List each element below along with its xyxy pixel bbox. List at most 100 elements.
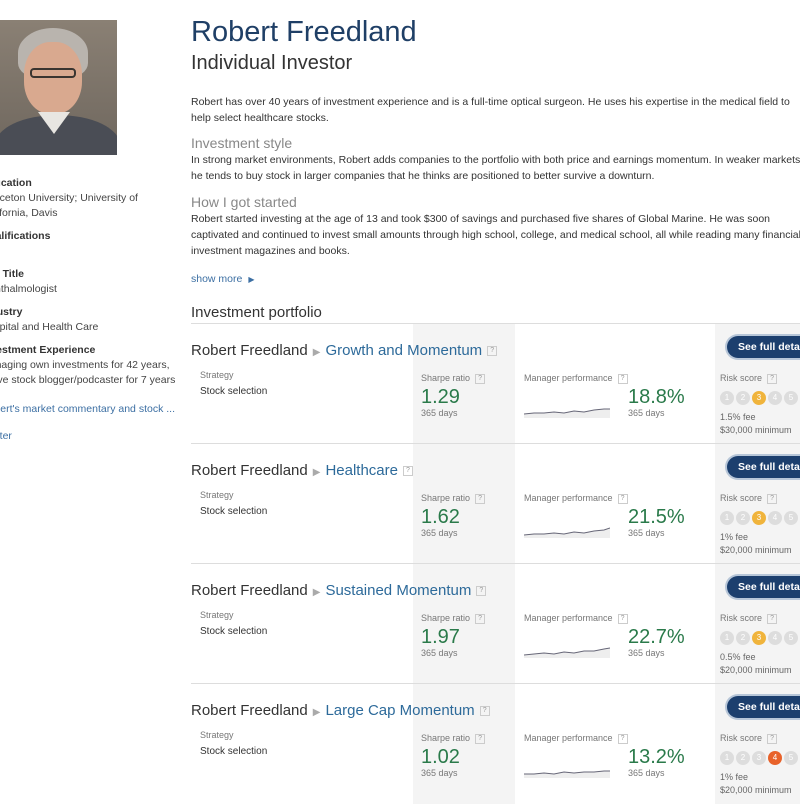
triangle-right-icon: ▶ [312,467,321,478]
risk-level-3: 3 [752,631,766,645]
risk-level-4: 4 [768,511,782,525]
fee: 1% fee [720,772,749,782]
help-icon[interactable]: ? [617,373,628,384]
help-icon[interactable]: ? [487,346,498,357]
sharpe-period: 365 days [421,648,458,658]
performance-value: 18.8% [628,386,685,408]
profile-role: Individual Investor [191,52,353,74]
profile-photo [0,20,117,155]
minimum: $20,000 minimum [720,785,792,795]
sharpe-value: 1.02 [421,746,460,768]
risk-level-4: 4 [768,751,782,765]
performance-value: 13.2% [628,746,685,768]
style-text: In strong market environments, Robert ad… [191,154,800,182]
see-full-details-button[interactable]: See full details [727,336,800,358]
risk-level-3: 3 [752,391,766,405]
help-icon[interactable]: ? [479,706,490,717]
strategy-value: Stock selection [200,746,268,757]
detail-value: Hospital and Health Care [0,321,99,333]
risk-level-1: 1 [720,631,734,645]
strategy-label: Strategy [200,730,234,740]
strategy-value: Stock selection [200,626,268,637]
sharpe-label: Sharpe ratio? [421,613,486,624]
help-icon[interactable]: ? [767,493,778,504]
fee: 0.5% fee [720,652,756,662]
strategy-value: Stock selection [200,506,268,517]
sharpe-value: 1.62 [421,506,460,528]
help-icon[interactable]: ? [475,613,486,624]
risk-level-4: 4 [768,391,782,405]
minimum: $20,000 minimum [720,545,792,555]
triangle-right-icon: ▶ [312,347,321,358]
portfolio-title[interactable]: Robert Freedland ▶ Growth and Momentum? [191,342,498,359]
help-icon[interactable]: ? [475,733,486,744]
sharpe-period: 365 days [421,408,458,418]
detail-value: MD [0,244,181,259]
help-icon[interactable]: ? [767,373,778,384]
portfolio-name-link[interactable]: Growth and Momentum [325,342,483,359]
help-icon[interactable]: ? [475,493,486,504]
risk-level-1: 1 [720,511,734,525]
see-full-details-button[interactable]: See full details [727,456,800,478]
help-icon[interactable]: ? [767,613,778,624]
performance-label: Manager performance? [524,733,628,744]
performance-label: Manager performance? [524,373,628,384]
portfolio-name-link[interactable]: Large Cap Momentum [325,702,475,719]
risk-level-4: 4 [768,631,782,645]
portfolio-title[interactable]: Robert Freedland ▶ Sustained Momentum? [191,582,487,599]
strategy-value: Stock selection [200,386,268,397]
portfolio-row: Robert Freedland ▶ Growth and Momentum? St… [191,323,800,444]
sharpe-value: 1.29 [421,386,460,408]
help-icon[interactable]: ? [402,466,413,477]
help-icon[interactable]: ? [617,493,628,504]
portfolio-title[interactable]: Robert Freedland ▶ Healthcare? [191,462,413,479]
performance-period: 365 days [628,408,665,418]
style-heading: Investment style [191,135,293,151]
help-icon[interactable]: ? [475,373,486,384]
performance-sparkline [524,770,610,778]
risk-level-1: 1 [720,391,734,405]
risk-label: Risk score? [720,493,778,504]
performance-sparkline [524,408,610,418]
help-icon[interactable]: ? [476,586,487,597]
portfolio-title[interactable]: Robert Freedland ▶ Large Cap Momentum? [191,702,490,719]
fee: 1.5% fee [720,412,756,422]
bio: Robert has over 40 years of investment e… [191,96,790,124]
twitter-link[interactable]: Twitter [0,430,12,442]
profile-details: Education Princeton University; Universit… [0,176,181,444]
detail-label: Industry [0,306,23,318]
strategy-label: Strategy [200,490,234,500]
detail-value: Princeton University; University of Cali… [0,192,138,219]
sharpe-label: Sharpe ratio? [421,493,486,504]
detail-value: Ophthalmologist [0,283,57,295]
risk-level-5: 5 [784,751,798,765]
risk-level-5: 5 [784,511,798,525]
performance-sparkline [524,647,610,658]
risk-level-5: 5 [784,631,798,645]
detail-label: Education [0,177,32,189]
risk-label: Risk score? [720,373,778,384]
help-icon[interactable]: ? [617,613,628,624]
help-icon[interactable]: ? [767,733,778,744]
minimum: $30,000 minimum [720,425,792,435]
help-icon[interactable]: ? [617,733,628,744]
performance-period: 365 days [628,528,665,538]
sharpe-period: 365 days [421,768,458,778]
performance-value: 22.7% [628,626,685,648]
portfolio-name-link[interactable]: Healthcare [325,462,398,479]
performance-period: 365 days [628,768,665,778]
sharpe-label: Sharpe ratio? [421,733,486,744]
triangle-right-icon: ▶ [248,275,255,284]
see-full-details-button[interactable]: See full details [727,576,800,598]
see-full-details-button[interactable]: See full details [727,696,800,718]
sharpe-value: 1.97 [421,626,460,648]
portfolio-name-link[interactable]: Sustained Momentum [325,582,472,599]
show-more-link[interactable]: show more ▶ [191,273,255,285]
portfolio-row: Robert Freedland ▶ Large Cap Momentum? Str… [191,683,800,804]
commentary-link[interactable]: Robert's market commentary and stock ... [0,403,175,415]
performance-label: Manager performance? [524,493,628,504]
